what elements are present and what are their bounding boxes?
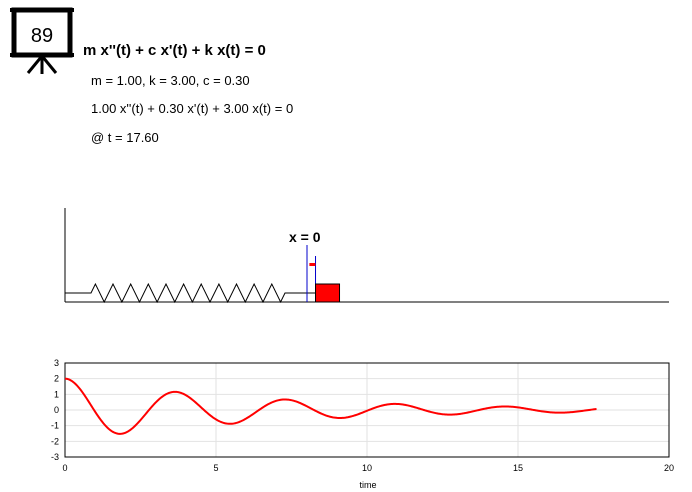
projector-screen-icon: 89	[10, 7, 74, 74]
spring	[65, 282, 316, 304]
badge-number: 89	[31, 25, 53, 47]
x-tick-label: 20	[664, 463, 674, 473]
x-zero-label: x = 0	[289, 229, 321, 245]
spring-mass-system	[64, 208, 669, 304]
x-tick-label: 15	[513, 463, 523, 473]
y-tick-label: 1	[54, 389, 59, 399]
numeric-equation: 1.00 x''(t) + 0.30 x'(t) + 3.00 x(t) = 0	[91, 101, 294, 116]
x-tick-label: 5	[213, 463, 218, 473]
y-tick-label: 0	[54, 405, 59, 415]
mass-block	[315, 283, 341, 303]
time-readout: @ t = 17.60	[91, 130, 159, 145]
plot-frame	[64, 362, 670, 458]
x-axis-label: time	[359, 480, 376, 490]
equation-title: m x''(t) + c x'(t) + k x(t) = 0	[83, 42, 266, 59]
x-tick-labels: 0 5 10 15 20	[62, 463, 674, 473]
y-tick-labels: -3 -2 -1 0 1 2 3	[51, 358, 59, 462]
velocity-indicator	[309, 263, 316, 266]
x-tick-label: 0	[62, 463, 67, 473]
y-tick-label: 2	[54, 374, 59, 384]
displacement-plot: -3 -2 -1 0 1 2 3 0 5 10 15 20 time	[51, 358, 674, 490]
parameter-values: m = 1.00, k = 3.00, c = 0.30	[91, 73, 250, 88]
y-tick-label: -2	[51, 436, 59, 446]
x-tick-label: 10	[362, 463, 372, 473]
y-tick-label: -3	[51, 452, 59, 462]
y-tick-label: 3	[54, 358, 59, 368]
displacement-series-line	[64, 377, 597, 435]
y-tick-label: -1	[51, 421, 59, 431]
